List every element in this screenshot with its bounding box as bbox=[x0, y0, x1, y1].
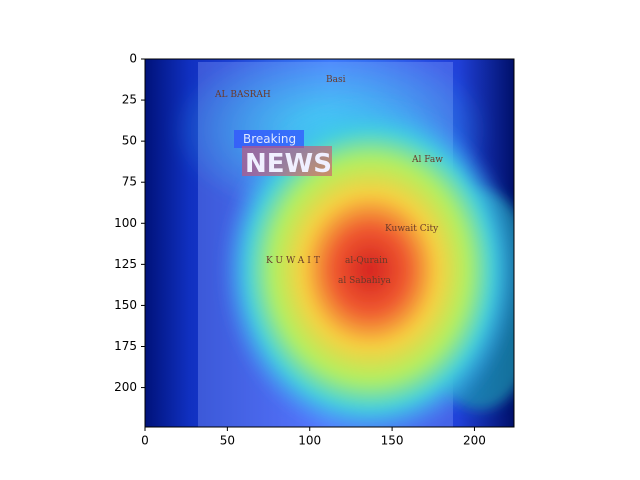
map-label: al-Qurain bbox=[345, 256, 388, 266]
y-tick-label: 50 bbox=[122, 134, 137, 148]
y-tick-label: 150 bbox=[114, 298, 137, 312]
map-label: Basi bbox=[326, 75, 346, 85]
heatmap-image: AL BASRAH Basi Breaking NEWS Al Faw Kuwa… bbox=[145, 59, 514, 427]
map-label: KUWAIT bbox=[266, 256, 323, 266]
ticks: 0 50 100 150 200 0 25 50 75 100 125 150 175 200 bbox=[114, 52, 486, 448]
map-label: al Sabahiya bbox=[338, 276, 392, 286]
x-tick-label: 0 bbox=[141, 434, 149, 448]
map-label: Breaking bbox=[243, 132, 296, 146]
map-label: AL BASRAH bbox=[214, 90, 271, 100]
y-tick-label: 200 bbox=[114, 380, 137, 394]
x-tick-label: 100 bbox=[298, 434, 321, 448]
y-tick-label: 75 bbox=[122, 175, 137, 189]
y-tick-label: 0 bbox=[129, 52, 137, 66]
y-tick-label: 175 bbox=[114, 339, 137, 353]
x-tick-label: 50 bbox=[220, 434, 235, 448]
map-label: NEWS bbox=[245, 149, 332, 179]
map-label: Al Faw bbox=[411, 155, 443, 165]
axes-frame bbox=[144, 58, 515, 428]
y-tick-label: 25 bbox=[122, 93, 137, 107]
y-tick-label: 100 bbox=[114, 216, 137, 230]
x-tick-label: 200 bbox=[463, 434, 486, 448]
map-label: Kuwait City bbox=[385, 224, 439, 234]
x-tick-label: 150 bbox=[381, 434, 404, 448]
y-tick-label: 125 bbox=[114, 257, 137, 271]
